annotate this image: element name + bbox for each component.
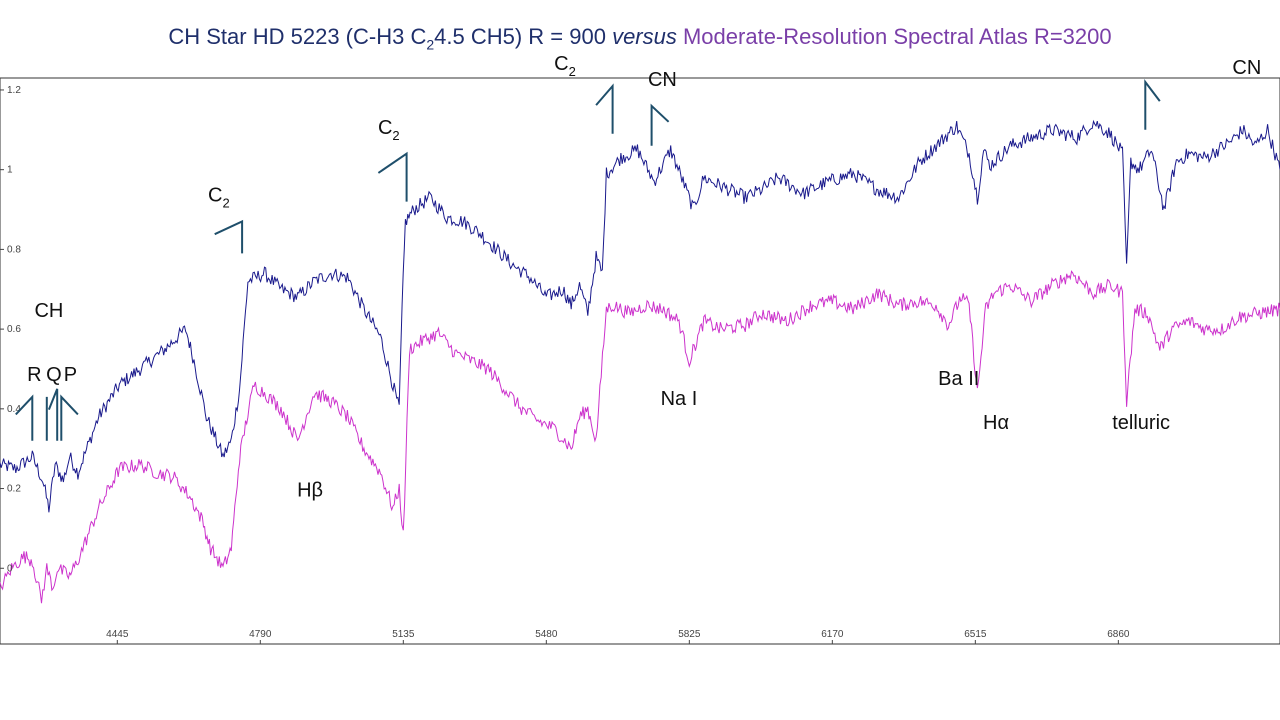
title-part-2: 4.5 CH5) R = 900 xyxy=(434,24,613,49)
x-tick-label: 5135 xyxy=(392,629,415,640)
x-tick-label: 6515 xyxy=(964,629,987,640)
y-tick-label: 0.2 xyxy=(7,484,21,495)
annotation-label: CH xyxy=(34,300,63,322)
annotation-label: P xyxy=(64,364,77,386)
y-tick-label: 0.8 xyxy=(7,244,21,255)
band-head-marker xyxy=(377,151,408,202)
annotation-label: C2 xyxy=(378,117,400,143)
title-part-1: CH Star HD 5223 (C-H3 C xyxy=(168,24,427,49)
y-tick-label: 0 xyxy=(7,563,13,574)
y-tick-label: 1.2 xyxy=(7,85,21,96)
title-subscript: 2 xyxy=(426,36,435,53)
annotation-label: CN xyxy=(1232,57,1261,79)
y-tick-label: 1 xyxy=(7,165,13,176)
band-head-marker xyxy=(15,394,34,441)
annotation-label: Na I xyxy=(661,388,698,410)
spectrum-line-0 xyxy=(0,119,1280,513)
band-head-marker xyxy=(47,388,59,441)
x-tick-label: 4790 xyxy=(249,629,272,640)
annotation-label: Hα xyxy=(983,412,1009,434)
title-part-3: Moderate-Resolution Spectral Atlas R=320… xyxy=(682,24,1112,49)
annotation-label: Q xyxy=(46,364,62,386)
x-tick-label: 6860 xyxy=(1107,629,1130,640)
band-head-marker xyxy=(650,103,670,146)
band-head-marker xyxy=(60,394,79,441)
annotation-label: C2 xyxy=(554,53,576,79)
x-tick-label: 5825 xyxy=(678,629,701,640)
annotation-label: C2 xyxy=(208,185,230,211)
annotation-label: Ba II xyxy=(938,368,979,390)
y-tick-label: 0.4 xyxy=(7,404,21,415)
annotation-label: Hβ xyxy=(297,480,323,502)
annotation-label: R xyxy=(27,364,41,386)
x-tick-label: 5480 xyxy=(535,629,558,640)
x-tick-label: 4445 xyxy=(106,629,129,640)
y-tick-label: 0.6 xyxy=(7,324,21,335)
x-tick-label: 6170 xyxy=(821,629,844,640)
spectrum-line-1 xyxy=(0,270,1280,604)
title-versus: versus xyxy=(612,24,677,49)
band-head-marker xyxy=(595,83,614,134)
annotation-label: telluric xyxy=(1112,412,1170,434)
annotation-label: CN xyxy=(648,69,677,91)
band-head-marker xyxy=(214,219,244,254)
chart-title: CH Star HD 5223 (C-H3 C24.5 CH5) R = 900… xyxy=(0,24,1280,52)
band-head-marker xyxy=(1144,79,1161,130)
